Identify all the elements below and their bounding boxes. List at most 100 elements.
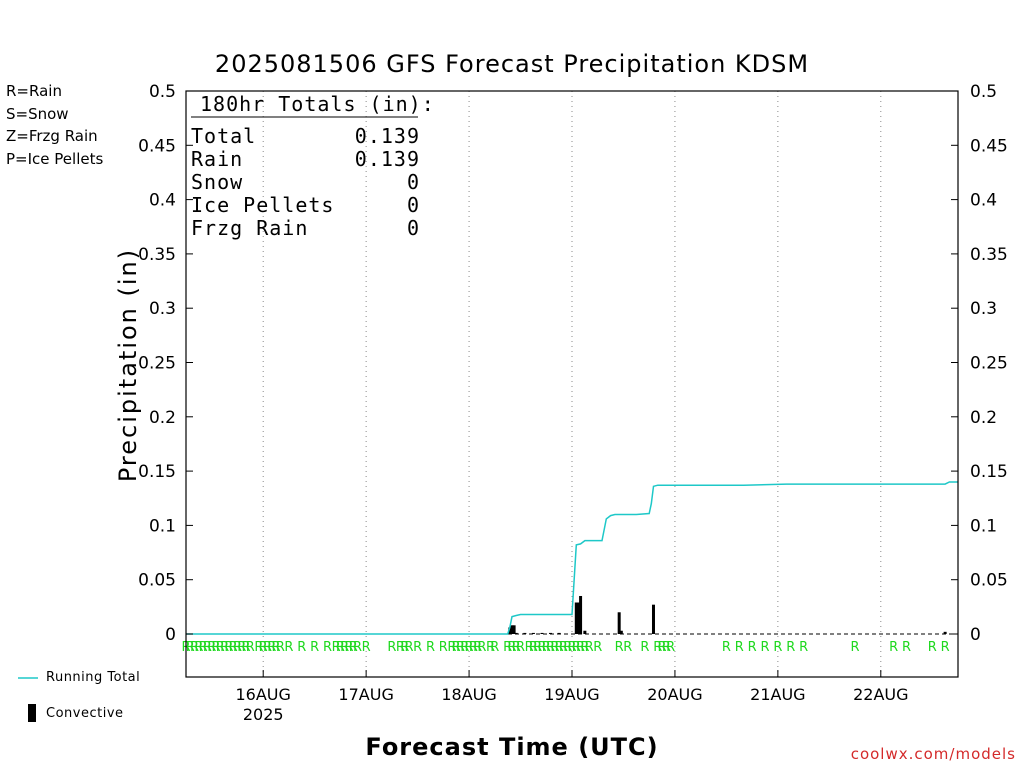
ptype-marker-82: R xyxy=(786,640,795,655)
site-credit: coolwx.com/models xyxy=(850,745,1016,763)
ptype-marker-4: R xyxy=(199,640,208,655)
ytick-label-right-7: 0.35 xyxy=(970,245,1008,265)
ptype-legend-frzg-rain: Z=Frzg Rain xyxy=(6,127,98,145)
ytick-label-left-2: 0.1 xyxy=(149,516,176,536)
ptype-marker-42: R xyxy=(456,640,465,655)
ptype-marker-60: R xyxy=(550,640,559,655)
ptype-marker-59: R xyxy=(546,640,555,655)
ptype-marker-76: R xyxy=(666,640,675,655)
xtick-label-6: 22AUG xyxy=(853,685,908,704)
ptype-marker-68: R xyxy=(585,640,594,655)
xtick-label-4: 20AUG xyxy=(647,685,702,704)
ptype-marker-35: R xyxy=(400,640,409,655)
ptype-marker-39: R xyxy=(439,640,448,655)
ptype-marker-31: R xyxy=(353,640,362,655)
ptype-marker-5: R xyxy=(203,640,212,655)
ptype-marker-63: R xyxy=(563,640,572,655)
ptype-marker-46: R xyxy=(473,640,482,655)
ytick-label-left-5: 0.25 xyxy=(138,354,176,374)
ptype-marker-66: R xyxy=(576,640,585,655)
ptype-marker-71: R xyxy=(623,640,632,655)
ptype-marker-50: R xyxy=(503,640,512,655)
ytick-label-right-10: 0.5 xyxy=(970,82,997,102)
ptype-marker-69: R xyxy=(593,640,602,655)
ptype-marker-51: R xyxy=(507,640,516,655)
ptype-marker-19: R xyxy=(267,640,276,655)
ptype-marker-56: R xyxy=(533,640,542,655)
ptype-marker-83: R xyxy=(799,640,808,655)
ptype-marker-74: R xyxy=(658,640,667,655)
ytick-label-right-1: 0.05 xyxy=(970,571,1008,591)
xtick-label-0: 16AUG xyxy=(235,685,290,704)
ptype-marker-85: R xyxy=(889,640,898,655)
ytick-label-left-10: 0.5 xyxy=(149,82,176,102)
convective-bar-8 xyxy=(557,632,561,634)
ptype-marker-12: R xyxy=(233,640,242,655)
ptype-marker-53: R xyxy=(516,640,525,655)
convective-bar-0 xyxy=(508,627,512,634)
ptype-marker-40: R xyxy=(447,640,456,655)
ytick-label-left-8: 0.4 xyxy=(149,191,176,211)
plot-border xyxy=(185,90,959,678)
totals-value-rain: 0.139 xyxy=(354,147,420,171)
ytick-label-right-8: 0.4 xyxy=(970,191,997,211)
convective-bar-2 xyxy=(512,625,516,634)
ptype-marker-11: R xyxy=(229,640,238,655)
ptype-marker-72: R xyxy=(640,640,649,655)
ytick-label-right-6: 0.3 xyxy=(970,299,997,319)
key-running-total-label: Running Total xyxy=(46,670,141,685)
xtick-label-3: 19AUG xyxy=(544,685,599,704)
chart-gridlines xyxy=(186,91,958,677)
key-convective-label: Convective xyxy=(46,706,124,721)
convective-bar-14 xyxy=(619,630,623,634)
ptype-marker-2: R xyxy=(190,640,199,655)
x-axis-label: Forecast Time (UTC) xyxy=(365,733,659,761)
ptype-marker-22: R xyxy=(284,640,293,655)
ptype-marker-6: R xyxy=(207,640,216,655)
ptype-marker-13: R xyxy=(237,640,246,655)
ptype-marker-37: R xyxy=(413,640,422,655)
ptype-legend-ice-pellets: P=Ice Pellets xyxy=(6,150,104,168)
ytick-label-left-6: 0.3 xyxy=(149,299,176,319)
convective-bar-1 xyxy=(510,625,514,634)
ptype-marker-88: R xyxy=(941,640,950,655)
convective-bar-13 xyxy=(617,612,621,634)
ptype-marker-41: R xyxy=(452,640,461,655)
totals-value-snow: 0 xyxy=(406,170,420,194)
totals-label-ice-pellets: Ice Pellets xyxy=(191,193,335,217)
ptype-marker-75: R xyxy=(662,640,671,655)
ptype-marker-17: R xyxy=(259,640,268,655)
ptype-marker-73: R xyxy=(653,640,662,655)
totals-header: 180hr Totals (in): xyxy=(200,92,435,116)
totals-label-rain: Rain xyxy=(191,147,244,171)
convective-bar-5 xyxy=(531,632,535,634)
totals-value-frzg-rain: 0 xyxy=(406,216,420,240)
ptype-marker-29: R xyxy=(344,640,353,655)
convective-bar-4 xyxy=(523,632,527,634)
ptype-marker-58: R xyxy=(542,640,551,655)
ptype-marker-70: R xyxy=(615,640,624,655)
ptype-marker-7: R xyxy=(211,640,220,655)
ptype-marker-18: R xyxy=(263,640,272,655)
ptype-marker-21: R xyxy=(276,640,285,655)
ptype-marker-45: R xyxy=(469,640,478,655)
ptype-marker-26: R xyxy=(332,640,341,655)
ytick-label-right-3: 0.15 xyxy=(970,462,1008,482)
convective-bar-15 xyxy=(651,604,655,634)
ptype-marker-25: R xyxy=(323,640,332,655)
ptype-marker-80: R xyxy=(760,640,769,655)
ptype-marker-33: R xyxy=(387,640,396,655)
ptype-marker-62: R xyxy=(559,640,568,655)
key-convective-swatch xyxy=(28,704,36,722)
ytick-label-left-7: 0.35 xyxy=(138,245,176,265)
ptype-marker-9: R xyxy=(220,640,229,655)
ptype-marker-1: R xyxy=(186,640,195,655)
totals-value-ice-pellets: 0 xyxy=(406,193,420,217)
ytick-label-right-9: 0.45 xyxy=(970,136,1008,156)
totals-value-total: 0.139 xyxy=(354,124,420,148)
running-total-line-group xyxy=(186,481,958,635)
convective-bar-11 xyxy=(579,595,583,634)
ptype-marker-24: R xyxy=(310,640,319,655)
ptype-marker-23: R xyxy=(297,640,306,655)
